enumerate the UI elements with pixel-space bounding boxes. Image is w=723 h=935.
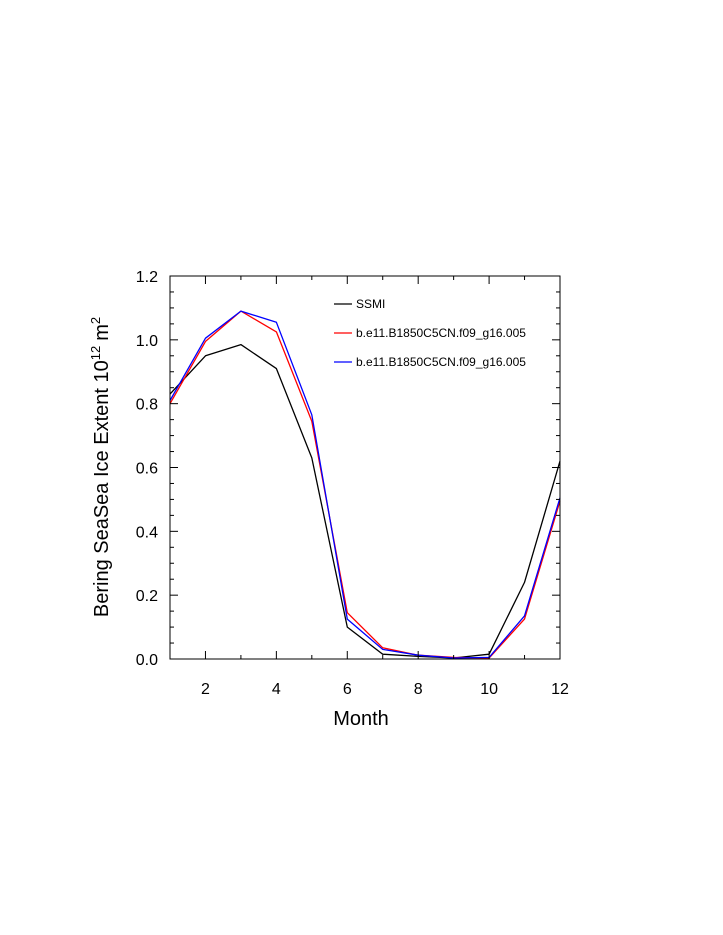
y-tick-label: 0.0 [136,652,158,669]
y-tick-label: 1.2 [136,269,158,286]
x-axis-title: Month [333,708,389,730]
y-axis-title-unit: m [91,324,113,341]
legend: SSMI b.e11.B1850C5CN.f09_g16.005 b.e11.B18… [334,297,526,369]
legend-label: b.e11.B1850C5CN.f09_g16.005 [356,355,526,369]
x-tick-label: 12 [551,681,569,698]
y-tick-label: 0.2 [136,588,158,605]
x-tick-label: 10 [480,681,498,698]
tick-labels-layer: 2 4 6 8 10 12 0.0 0.2 0.4 0.6 0.8 1.0 1.2 [136,269,569,698]
legend-label: b.e11.B1850C5CN.f09_g16.005 [356,326,526,340]
x-tick-label: 8 [414,681,423,698]
y-axis-title: Bering SeaSea Ice Extent 1012 m2 [88,317,113,617]
y-tick-label: 0.4 [136,524,158,541]
y-tick-label: 0.8 [136,397,158,414]
series-line-3 [169,310,561,659]
series-line-1 [169,343,561,659]
y-tick-label: 1.0 [136,333,158,350]
x-tick-label: 4 [272,681,281,698]
series-layer [169,310,561,659]
x-tick-label: 2 [201,681,210,698]
y-axis-title-main: Bering SeaSea Ice Extent 10 [91,360,113,617]
legend-label: SSMI [356,297,385,311]
y-tick-label: 0.6 [136,461,158,478]
y-axis-title-unit-exponent: 2 [88,317,103,324]
y-axis-title-exponent: 12 [88,346,103,360]
ticks-layer [169,275,561,660]
x-tick-label: 6 [343,681,352,698]
